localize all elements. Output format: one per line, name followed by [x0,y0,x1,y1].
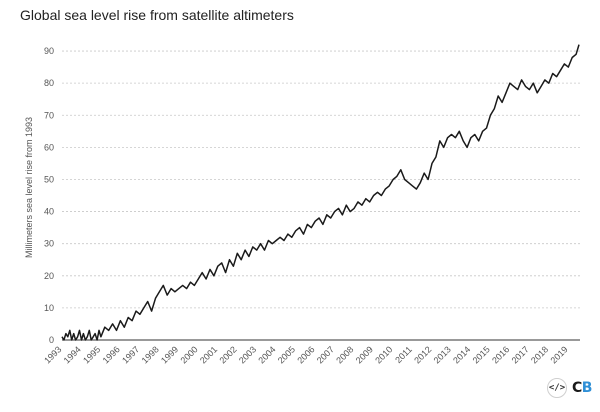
x-tick-label: 2018 [529,344,550,365]
x-tick-label: 1999 [159,344,180,365]
x-tick-label: 1998 [140,344,161,365]
y-tick-label: 10 [44,303,54,313]
gridlines [62,50,580,309]
x-tick-label: 2012 [412,344,433,365]
x-tick-label: 1993 [42,344,63,365]
x-tick-label: 2009 [354,344,375,365]
x-tick-label: 2019 [548,344,569,365]
x-tick-label: 1995 [81,344,102,365]
x-tick-label: 2014 [451,344,472,365]
series [61,44,580,341]
x-tick-label: 2004 [256,344,277,365]
y-tick-label: 80 [44,78,54,88]
y-tick-label: 60 [44,142,54,152]
x-tick-label: 2000 [178,344,199,365]
x-tick-label: 2006 [295,344,316,365]
y-tick-label: 40 [44,207,54,217]
x-tick-label: 2010 [373,344,394,365]
page-title: Global sea level rise from satellite alt… [20,7,294,23]
x-tick-label: 2002 [217,344,238,365]
x-tick-label: 2017 [510,344,531,365]
y-tick-label: 30 [44,239,54,249]
embed-code-icon[interactable]: </> [547,378,567,398]
x-tick-label: 2016 [490,344,511,365]
x-tick-label: 2011 [393,344,414,365]
x-tick-label: 2007 [315,344,336,365]
x-tick-label: 2001 [198,344,219,365]
y-tick-label: 20 [44,271,54,281]
x-tick-labels: 1993199419951996199719981999200020012002… [42,344,570,365]
y-tick-label: 0 [49,335,54,345]
x-tick-label: 2015 [471,344,492,365]
carbon-brief-logo: CB [572,380,592,396]
x-tick-label: 2008 [334,344,355,365]
x-tick-label: 2013 [432,344,453,365]
x-tick-label: 2005 [276,344,297,365]
x-tick-label: 2003 [237,344,258,365]
y-tick-labels: 0 10 20 30 40 50 60 70 80 90 [44,46,54,345]
y-tick-label: 90 [44,46,54,56]
series-line [61,44,580,341]
x-tick-label: 1994 [62,344,83,365]
y-tick-label: 50 [44,174,54,184]
y-axis-label: Millimeters sea level rise from 1993 [24,117,34,258]
y-tick-label: 70 [44,110,54,120]
x-tick-label: 1996 [101,344,122,365]
x-tick-label: 1997 [120,344,141,365]
